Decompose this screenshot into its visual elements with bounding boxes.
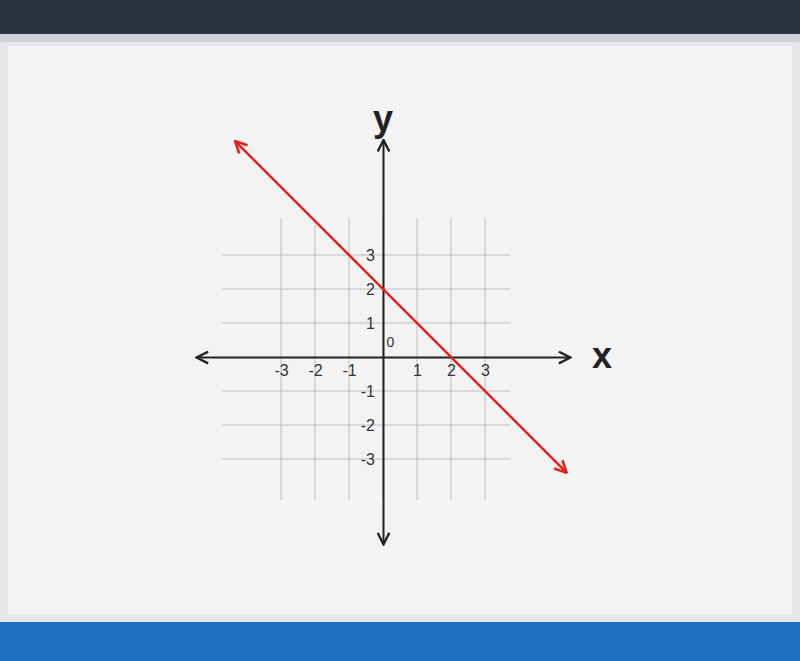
x-tick-label: -2 [308,362,322,379]
x-tick: -2 [308,357,322,379]
y-tick-label: 3 [366,247,375,264]
grid-line [281,218,282,500]
y-tick-label: -2 [361,417,375,434]
x-tick-label: -3 [274,362,288,379]
x-tick-label: 3 [481,362,490,379]
y-axis-line [383,140,385,545]
plot-area [235,141,566,473]
y-tick: -1 [361,383,383,400]
y-axis: -3 -2 -1 1 2 3 [361,140,384,545]
grid-line [349,218,350,500]
grid-line [315,218,316,500]
x-tick: -1 [342,357,356,379]
y-tick-label: -3 [361,451,375,468]
x-tick-label: -1 [342,362,356,379]
x-tick-label: 0 [387,334,395,350]
y-tick: 1 [366,315,383,332]
y-tick: -3 [361,451,383,468]
y-tick-label: 1 [366,315,375,332]
grid [222,218,510,500]
y-tick: 3 [366,247,383,264]
y-tick-label: -1 [361,383,375,400]
x-tick-label: 1 [413,362,422,379]
y-tick: 2 [366,281,383,298]
grid-line [485,218,486,500]
x-axis-title: x [592,335,612,376]
data-line [235,141,566,473]
x-tick: -3 [274,357,288,379]
y-tick: -2 [361,417,383,434]
x-tick: 1 [413,357,422,379]
bottom-bar [0,622,800,661]
grid-line [417,218,418,500]
y-axis-title: y [373,98,393,139]
y-tick-label: 2 [366,281,375,298]
x-tick-label: 2 [447,362,456,379]
card [8,46,792,614]
page-background [0,0,800,661]
top-strip-edge [0,34,800,42]
x-tick: 3 [481,357,490,379]
x-tick: 0 [384,334,395,357]
